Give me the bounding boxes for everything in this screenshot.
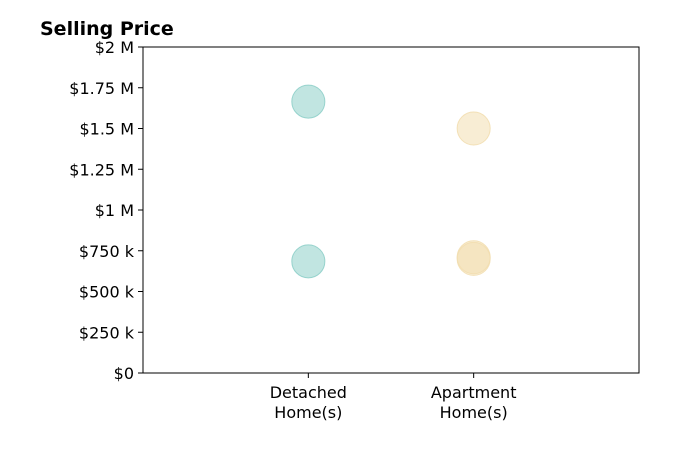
y-tick-label: $1.25 M <box>69 160 134 179</box>
y-tick-label: $250 k <box>79 323 135 342</box>
data-point <box>291 244 326 279</box>
x-tick-label: Home(s) <box>274 403 342 422</box>
chart-title: Selling Price <box>40 18 174 40</box>
x-tick-label: Detached <box>270 383 347 402</box>
plot-frame <box>142 46 640 374</box>
y-tick-label: $500 k <box>79 283 135 302</box>
data-points <box>291 84 491 279</box>
data-point <box>291 84 326 119</box>
data-point <box>456 111 491 146</box>
data-point <box>456 240 491 275</box>
y-tick-label: $750 k <box>79 242 135 261</box>
y-tick-label: $0 <box>114 364 134 383</box>
y-axis: $0 $250 k $500 k $750 k $1 M $1.25 M $1.5 M $1.… <box>69 38 143 383</box>
x-tick-label: Apartment <box>431 383 517 402</box>
x-tick-label: Home(s) <box>440 403 508 422</box>
y-tick-label: $1.5 M <box>79 120 134 139</box>
y-tick-label: $2 M <box>95 38 134 57</box>
y-tick-label: $1.75 M <box>69 79 134 98</box>
y-tick-label: $1 M <box>95 201 134 220</box>
